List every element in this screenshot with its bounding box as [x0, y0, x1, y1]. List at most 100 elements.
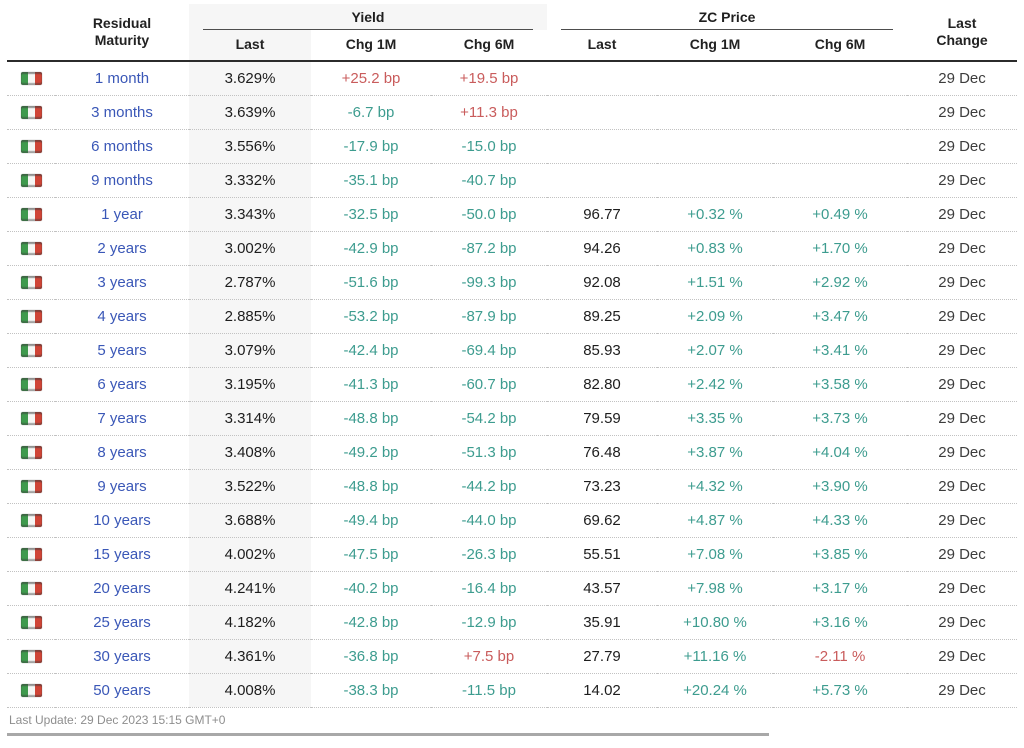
maturity-link[interactable]: 3 months [91, 103, 153, 121]
zc-chg-6m-cell: +3.73 % [773, 401, 908, 436]
yield-last-cell: 3.688% [189, 503, 311, 538]
maturity-link[interactable]: 6 years [97, 375, 147, 393]
yield-chg-1m-cell: +25.2 bp [311, 61, 431, 96]
maturity-link[interactable]: 8 years [97, 443, 147, 461]
yield-group-header: Yield [189, 4, 547, 30]
zc-last-cell: 96.77 [547, 197, 657, 232]
table-row: 9 months 3.332% -35.1 bp -40.7 bp 29 Dec [7, 163, 1018, 198]
bond-yield-table: Residual Maturity Yield ZC Price Last Ch… [7, 4, 1018, 708]
yield-chg-1m-cell: -51.6 bp [311, 265, 431, 300]
yield-chg-6m-cell: -11.5 bp [431, 673, 547, 708]
yield-chg-1m-cell: -42.4 bp [311, 333, 431, 368]
maturity-link[interactable]: 2 years [97, 239, 147, 257]
yield-chg-6m-cell: -60.7 bp [431, 367, 547, 402]
flag-cell [7, 537, 55, 572]
maturity-cell: 50 years [55, 673, 189, 708]
italy-flag-icon [20, 412, 42, 426]
yield-last-cell: 3.332% [189, 163, 311, 198]
zc-chg-1m-cell: +2.07 % [657, 333, 773, 368]
maturity-link[interactable]: 25 years [93, 613, 151, 631]
flag-cell [7, 673, 55, 708]
maturity-link[interactable]: 1 month [94, 69, 150, 87]
table-row: 6 years 3.195% -41.3 bp -60.7 bp 82.80 +… [7, 367, 1018, 402]
zc-last-cell: 35.91 [547, 605, 657, 640]
last-change-cell: 29 Dec [907, 571, 1018, 606]
table-row: 2 years 3.002% -42.9 bp -87.2 bp 94.26 +… [7, 231, 1018, 266]
zc-last-cell: 82.80 [547, 367, 657, 402]
table-header: Residual Maturity Yield ZC Price Last Ch… [7, 4, 1018, 62]
zc-last-cell: 43.57 [547, 571, 657, 606]
yield-last-header: Last [189, 30, 311, 62]
last-change-cell: 29 Dec [907, 299, 1018, 334]
yield-last-cell: 4.008% [189, 673, 311, 708]
yield-last-cell: 3.195% [189, 367, 311, 402]
zc-chg-6m-cell: +5.73 % [773, 673, 908, 708]
maturity-link[interactable]: 1 year [101, 205, 143, 223]
maturity-link[interactable]: 9 months [91, 171, 153, 189]
yield-chg-1m-cell: -42.8 bp [311, 605, 431, 640]
flag-cell [7, 571, 55, 606]
zc-last-cell: 55.51 [547, 537, 657, 572]
last-change-cell: 29 Dec [907, 163, 1018, 198]
maturity-cell: 4 years [55, 299, 189, 334]
flag-cell [7, 503, 55, 538]
yield-last-cell: 3.314% [189, 401, 311, 436]
maturity-link[interactable]: 50 years [93, 681, 151, 699]
zc-chg-6m-cell: +3.58 % [773, 367, 908, 402]
maturity-cell: 10 years [55, 503, 189, 538]
yield-chg-6m-cell: -26.3 bp [431, 537, 547, 572]
zc-chg-6m-cell: +2.92 % [773, 265, 908, 300]
zc-chg-6m-cell: -2.11 % [773, 639, 908, 674]
yield-chg-6m-cell: -87.9 bp [431, 299, 547, 334]
maturity-cell: 6 months [55, 129, 189, 164]
maturity-link[interactable]: 30 years [93, 647, 151, 665]
zc-chg-6m-cell [773, 163, 908, 198]
maturity-link[interactable]: 10 years [93, 511, 151, 529]
yield-chg-1m-cell: -6.7 bp [311, 95, 431, 130]
yield-chg-1m-cell: -32.5 bp [311, 197, 431, 232]
italy-flag-icon [20, 582, 42, 596]
flag-cell [7, 435, 55, 470]
italy-flag-icon [20, 480, 42, 494]
zc-chg-6m-cell: +0.49 % [773, 197, 908, 232]
zc-chg-1m-cell: +7.08 % [657, 537, 773, 572]
maturity-link[interactable]: 20 years [93, 579, 151, 597]
table-row: 30 years 4.361% -36.8 bp +7.5 bp 27.79 +… [7, 639, 1018, 674]
zc-chg-6m-cell [773, 95, 908, 130]
zc-last-cell: 73.23 [547, 469, 657, 504]
residual-maturity-header: Residual Maturity [55, 4, 189, 62]
maturity-link[interactable]: 3 years [97, 273, 147, 291]
maturity-link[interactable]: 15 years [93, 545, 151, 563]
maturity-link[interactable]: 7 years [97, 409, 147, 427]
yield-last-cell: 4.241% [189, 571, 311, 606]
yield-chg-6m-cell: -87.2 bp [431, 231, 547, 266]
table-row: 4 years 2.885% -53.2 bp -87.9 bp 89.25 +… [7, 299, 1018, 334]
zc-chg-1m-cell: +2.42 % [657, 367, 773, 402]
italy-flag-icon [20, 106, 42, 120]
flag-cell [7, 163, 55, 198]
zc-chg-1m-cell: +0.32 % [657, 197, 773, 232]
maturity-cell: 1 year [55, 197, 189, 232]
maturity-link[interactable]: 6 months [91, 137, 153, 155]
maturity-link[interactable]: 5 years [97, 341, 147, 359]
yield-chg-1m-cell: -41.3 bp [311, 367, 431, 402]
zc-chg-1m-cell: +0.83 % [657, 231, 773, 266]
table-row: 5 years 3.079% -42.4 bp -69.4 bp 85.93 +… [7, 333, 1018, 368]
yield-group-label: Yield [203, 4, 533, 30]
maturity-cell: 30 years [55, 639, 189, 674]
maturity-link[interactable]: 9 years [97, 477, 147, 495]
maturity-link[interactable]: 4 years [97, 307, 147, 325]
last-change-header: Last Change [907, 4, 1018, 62]
last-change-cell: 29 Dec [907, 401, 1018, 436]
maturity-cell: 3 months [55, 95, 189, 130]
zc-price-group-header: ZC Price [547, 4, 907, 30]
italy-flag-icon [20, 310, 42, 324]
zc-last-cell: 27.79 [547, 639, 657, 674]
table-row: 15 years 4.002% -47.5 bp -26.3 bp 55.51 … [7, 537, 1018, 572]
yield-chg-6m-cell: +7.5 bp [431, 639, 547, 674]
zc-chg-1m-cell: +4.32 % [657, 469, 773, 504]
zc-chg-1m-cell: +20.24 % [657, 673, 773, 708]
yield-last-cell: 3.522% [189, 469, 311, 504]
yield-chg-6m-cell: -44.2 bp [431, 469, 547, 504]
last-change-cell: 29 Dec [907, 265, 1018, 300]
